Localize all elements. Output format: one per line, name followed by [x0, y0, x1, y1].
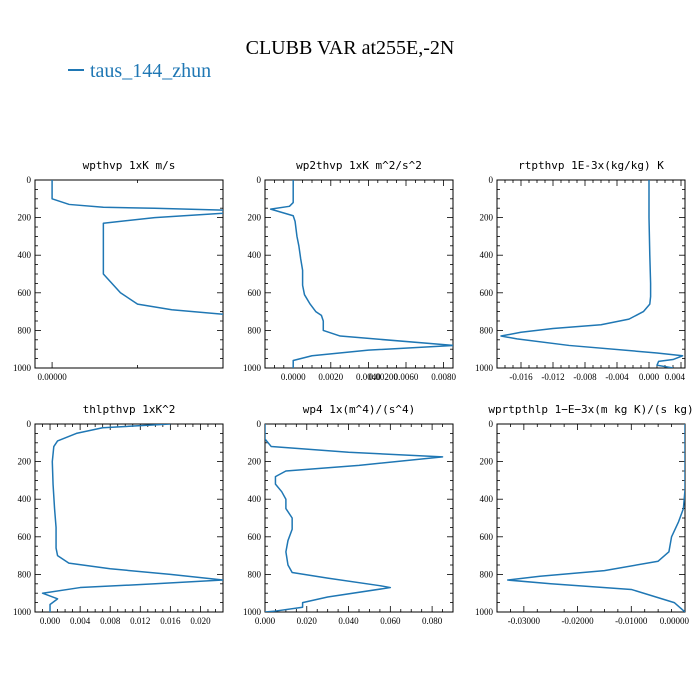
- y-tick-label: 200: [248, 457, 262, 467]
- series-line: [506, 424, 685, 612]
- x-tick-label: 0.000: [255, 616, 276, 626]
- y-tick-label: 800: [248, 569, 262, 579]
- panel-title: wp4 1x(m^4)/(s^4): [303, 403, 416, 416]
- x-tick-label: 0.020: [190, 616, 211, 626]
- x-tick-label: 0.016: [160, 616, 181, 626]
- x-tick-label: -0.016: [509, 372, 533, 382]
- chart-panel-2: wp2thvp 1xK m^2/s^2 0 200 400 600 800 1000 0.00…: [243, 159, 456, 382]
- y-tick-label: 1000: [243, 363, 262, 373]
- x-tick-label: 0.00000: [660, 616, 690, 626]
- y-tick-label: 400: [248, 494, 262, 504]
- y-tick-label: 1000: [243, 607, 262, 617]
- x-tick-label: 0.0080: [431, 372, 456, 382]
- series-line: [269, 180, 453, 368]
- x-tick-label: 0.000: [639, 372, 660, 382]
- plot-frame: [34, 423, 224, 613]
- y-tick-label: 600: [18, 532, 32, 542]
- y-tick-label: 400: [480, 494, 494, 504]
- y-tick-label: 1000: [13, 607, 32, 617]
- y-tick-label: 400: [248, 250, 262, 260]
- y-tick-label: 600: [248, 288, 262, 298]
- x-tick-label: -0.01000: [615, 616, 648, 626]
- x-tick-label: -0.004: [605, 372, 629, 382]
- y-tick-label: 1000: [13, 363, 32, 373]
- y-tick-label: 0: [257, 419, 262, 429]
- x-tick-label: -0.03000: [508, 616, 541, 626]
- y-tick-label: 600: [480, 532, 494, 542]
- x-tick-label: 0.008: [100, 616, 121, 626]
- y-tick-label: 0: [489, 175, 494, 185]
- series-line: [41, 424, 223, 612]
- y-tick-label: 200: [18, 457, 32, 467]
- y-tick-label: 0: [27, 419, 32, 429]
- y-tick-label: 800: [480, 569, 494, 579]
- x-tick-label: 0.0060: [394, 372, 419, 382]
- y-tick-label: 400: [480, 250, 494, 260]
- panel-title: rtpthvp 1E-3x(kg/kg) K: [518, 159, 664, 172]
- panel-title: wp2thvp 1xK m^2/s^2: [296, 159, 422, 172]
- x-tick-label: 0.000: [40, 616, 61, 626]
- x-tick-label: 0.0020: [318, 372, 343, 382]
- series-line: [51, 180, 223, 315]
- panel-title: wprtpthlp 1−E−3x(m kg K)/(s kg): [488, 403, 693, 416]
- chart-panel-4: thlpthvp 1xK^2 0 200 400 600 800 1000 0.000 0.00…: [13, 403, 224, 626]
- panel-title: wpthvp 1xK m/s: [83, 159, 176, 172]
- chart-panel-3: rtpthvp 1E-3x(kg/kg) K 0 200 400 600 800 1000 -…: [475, 159, 686, 382]
- y-tick-label: 800: [248, 325, 262, 335]
- x-tick-label: -0.008: [573, 372, 597, 382]
- x-tick-label: -0.02000: [561, 616, 594, 626]
- plot-frame: [264, 179, 454, 369]
- y-tick-label: 0: [27, 175, 32, 185]
- legend-label: taus_144_zhun: [90, 60, 211, 82]
- x-tick-label: 0.00200: [369, 372, 399, 382]
- x-tick-label: 0.0040: [356, 372, 381, 382]
- y-tick-label: 0: [489, 419, 494, 429]
- panel-title: thlpthvp 1xK^2: [83, 403, 176, 416]
- y-tick-label: 600: [18, 288, 32, 298]
- y-tick-label: 200: [480, 213, 494, 223]
- series-line: [500, 180, 684, 368]
- y-tick-label: 200: [18, 213, 32, 223]
- legend: taus_144_zhun: [68, 60, 211, 82]
- x-tick-label: 0.060: [380, 616, 401, 626]
- x-tick-label: 0.004: [665, 372, 686, 382]
- y-tick-label: 1000: [475, 607, 494, 617]
- y-tick-label: 1000: [475, 363, 494, 373]
- x-tick-label: 0.080: [422, 616, 443, 626]
- y-tick-label: 600: [480, 288, 494, 298]
- y-tick-label: 0: [257, 175, 262, 185]
- figure-title: CLUBB VAR at255E,-2N: [246, 37, 455, 59]
- x-tick-label: 0.020: [297, 616, 318, 626]
- y-tick-label: 400: [18, 250, 32, 260]
- chart-panel-6: wprtpthlp 1−E−3x(m kg K)/(s kg) 0 200 400 60…: [475, 403, 694, 626]
- y-tick-label: 800: [480, 325, 494, 335]
- y-tick-label: 800: [18, 569, 32, 579]
- x-tick-label: 0.004: [70, 616, 91, 626]
- x-tick-label: 0.00000: [37, 372, 67, 382]
- x-tick-label: 0.0000: [281, 372, 306, 382]
- series-line: [265, 424, 444, 612]
- y-tick-label: 600: [248, 532, 262, 542]
- plot-frame: [496, 423, 686, 613]
- y-tick-label: 800: [18, 325, 32, 335]
- y-tick-label: 200: [480, 457, 494, 467]
- x-tick-label: -0.012: [541, 372, 564, 382]
- y-tick-label: 200: [248, 213, 262, 223]
- y-tick-label: 400: [18, 494, 32, 504]
- x-tick-label: 0.040: [338, 616, 359, 626]
- x-tick-label: 0.012: [130, 616, 150, 626]
